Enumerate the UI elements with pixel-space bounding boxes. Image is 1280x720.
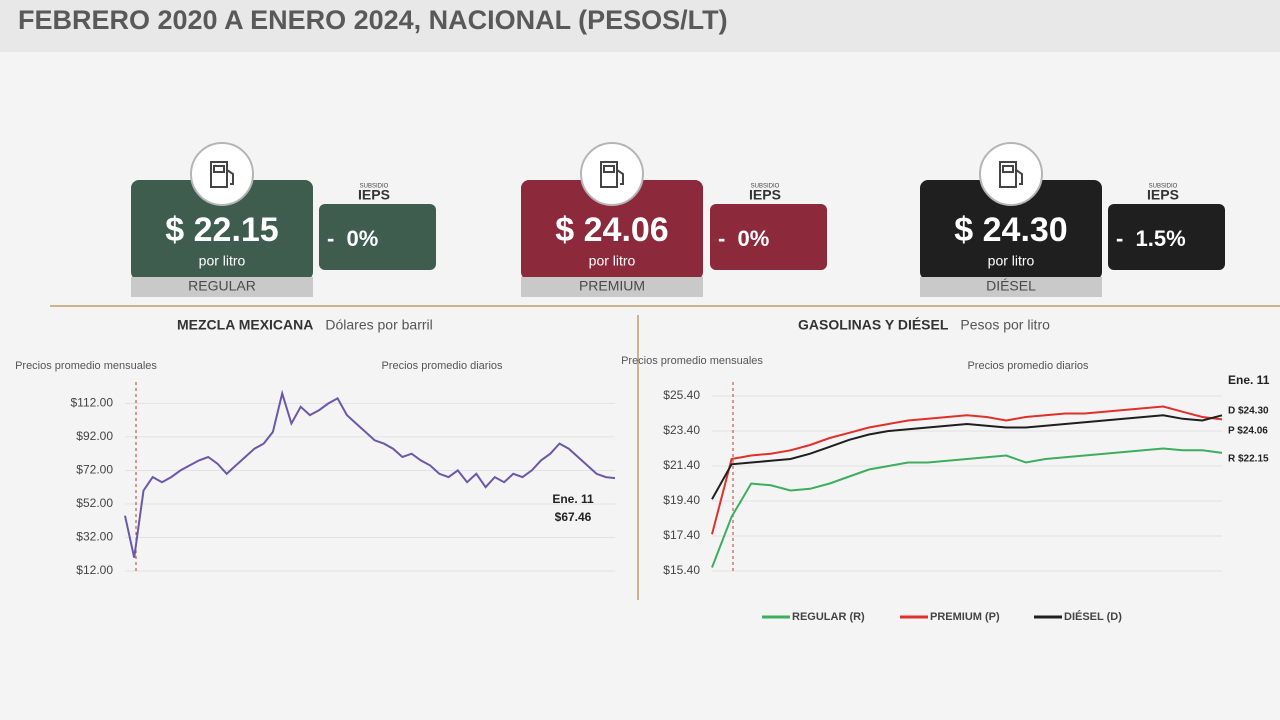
y-tick-label: $17.40 bbox=[663, 528, 700, 542]
pump-icon bbox=[999, 161, 1023, 188]
legend-label: DIÉSEL (D) bbox=[1064, 610, 1122, 623]
annotation: R $22.15 bbox=[1228, 454, 1269, 465]
card-band bbox=[131, 277, 313, 297]
card-name: PREMIUM bbox=[579, 278, 645, 294]
price-card bbox=[920, 180, 1102, 280]
card-unit: por litro bbox=[988, 253, 1035, 269]
card-unit: por litro bbox=[199, 253, 246, 269]
card-price: $ 24.30 bbox=[954, 211, 1067, 249]
card-unit: por litro bbox=[589, 253, 636, 269]
tax-label: IEPS bbox=[749, 187, 781, 203]
y-tick-label: $112.00 bbox=[71, 396, 114, 410]
card-price: $ 22.15 bbox=[165, 211, 278, 249]
data-line bbox=[124, 389, 616, 558]
annotation: $67.46 bbox=[555, 510, 592, 524]
legend-label: REGULAR (R) bbox=[792, 611, 865, 623]
y-tick-label: $12.00 bbox=[76, 563, 113, 577]
y-tick-label: $25.40 bbox=[663, 388, 700, 402]
tax-label: IEPS bbox=[358, 187, 390, 203]
chart-title: GASOLINAS Y DIÉSEL bbox=[798, 317, 949, 333]
chart-subtitle: Pesos por litro bbox=[960, 317, 1050, 333]
card-band bbox=[920, 277, 1102, 297]
pump-icon bbox=[600, 161, 624, 188]
subsidy-label: SUBSIDIO bbox=[360, 184, 389, 190]
tax-label: IEPS bbox=[1147, 187, 1179, 203]
y-tick-label: $23.40 bbox=[663, 423, 700, 437]
data-line bbox=[711, 414, 1223, 500]
chart-subtitle: Dólares por barril bbox=[325, 317, 432, 333]
card-band bbox=[521, 277, 703, 297]
card-name: REGULAR bbox=[188, 278, 256, 294]
y-tick-label: $32.00 bbox=[76, 530, 113, 544]
subsidy-value: - 1.5% bbox=[1116, 226, 1186, 251]
annotation: Ene. 11 bbox=[552, 492, 594, 506]
legend-label: PREMIUM (P) bbox=[930, 611, 1000, 623]
title-band bbox=[0, 0, 1280, 52]
y-tick-label: $72.00 bbox=[76, 463, 113, 477]
y-tick-label: $92.00 bbox=[76, 429, 113, 443]
annotation: Precios promedio diarios bbox=[381, 360, 503, 372]
subsidy-value: - 0% bbox=[327, 226, 378, 251]
data-line bbox=[711, 405, 1223, 535]
y-tick-label: $52.00 bbox=[76, 496, 113, 510]
annotation: Precios promedio mensuales bbox=[15, 360, 157, 372]
slide-title: FEBRERO 2020 A ENERO 2024, NACIONAL (PES… bbox=[18, 5, 728, 35]
card-name: DIÉSEL bbox=[986, 278, 1036, 294]
pump-icon-circle bbox=[580, 142, 644, 206]
y-tick-label: $19.40 bbox=[663, 493, 700, 507]
subsidy-box bbox=[319, 204, 436, 270]
price-card bbox=[131, 180, 313, 280]
card-price: $ 24.06 bbox=[555, 211, 668, 249]
price-card bbox=[521, 180, 703, 280]
subsidy-label: SUBSIDIO bbox=[751, 184, 780, 190]
annotation: Precios promedio mensuales bbox=[621, 355, 763, 367]
data-line bbox=[711, 447, 1223, 568]
annotation: P $24.06 bbox=[1228, 426, 1268, 437]
subsidy-value: - 0% bbox=[718, 226, 769, 251]
chart-title: MEZCLA MEXICANA bbox=[177, 317, 313, 333]
annotation: Ene. 11 bbox=[1228, 373, 1270, 387]
annotation: D $24.30 bbox=[1228, 406, 1269, 417]
y-tick-label: $15.40 bbox=[663, 563, 700, 577]
subsidy-box bbox=[710, 204, 827, 270]
pump-icon-circle bbox=[979, 142, 1043, 206]
pump-icon-circle bbox=[190, 142, 254, 206]
subsidy-box bbox=[1108, 204, 1225, 270]
annotation: Precios promedio diarios bbox=[967, 360, 1089, 372]
y-tick-label: $21.40 bbox=[663, 458, 700, 472]
subsidy-label: SUBSIDIO bbox=[1149, 184, 1178, 190]
pump-icon bbox=[210, 161, 234, 188]
